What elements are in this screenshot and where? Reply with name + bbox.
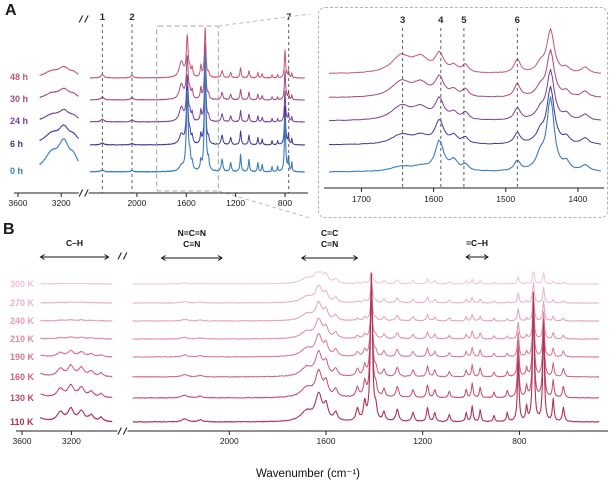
x-tick-label: 1200 [413, 436, 432, 446]
series-label: 130 K [10, 393, 35, 403]
spectrum-0h [329, 96, 602, 173]
annotation-label: =C–H [466, 238, 488, 248]
spectrum-160k [40, 287, 600, 378]
guide-line-label: 5 [461, 15, 467, 26]
guide-line-label: 3 [400, 15, 405, 26]
spectrum-210k [40, 300, 600, 340]
x-tick-label: 1400 [568, 194, 587, 204]
axis-break-mark [78, 189, 89, 197]
series-label: 30 h [10, 94, 28, 104]
x-tick-label: 2000 [127, 198, 146, 208]
annotation-arrow [300, 255, 359, 261]
zoom-connector [218, 190, 311, 219]
axis-break-mark [117, 427, 128, 435]
spectrum-30h [39, 44, 306, 101]
annotation-label: N=C=N [178, 228, 206, 238]
panel-b-label: B [3, 221, 15, 238]
panel-a-label: A [5, 2, 17, 19]
x-tick-label: 800 [512, 436, 526, 446]
annotation-arrow [465, 254, 489, 260]
spectrum-24h [328, 68, 602, 122]
axis-break-mark [78, 15, 89, 23]
guide-line-label: 1 [100, 12, 106, 23]
guide-line-label: 7 [286, 12, 291, 23]
x-tick-label: 1700 [352, 194, 371, 204]
guide-line-label: 6 [515, 15, 520, 26]
spectrum-6h [328, 85, 602, 146]
spectrum-48h [39, 27, 306, 79]
series-label: 270 K [10, 298, 35, 308]
zoom-connector [218, 13, 311, 27]
panel-a-zoom-chart: 3 4 5 6 1700 1600 1500 1400 [324, 15, 604, 204]
x-tick-label: 2000 [220, 436, 239, 446]
spectrum-110k [40, 272, 600, 423]
series-label: 210 K [10, 334, 35, 344]
panel-b-chart: 300 K 270 K 240 K 210 K 190 K 160 K 130 K 110 K… [10, 228, 608, 446]
spectrum-270k [40, 281, 600, 304]
series-label: 0 h [10, 166, 23, 176]
annotation-arrow [39, 254, 110, 260]
x-axis-title: Wavenumber (cm⁻¹) [255, 468, 361, 480]
spectrum-130k [40, 275, 600, 399]
series-label: 240 K [10, 316, 35, 326]
annotation-label: C=N [321, 239, 338, 249]
series-label: 190 K [10, 352, 35, 362]
axis-break-mark [117, 252, 128, 260]
x-tick-label: 1600 [177, 198, 196, 208]
x-tick-label: 1600 [424, 194, 443, 204]
annotation-label: C=C [321, 228, 338, 238]
spectrum-6h [39, 70, 306, 146]
series-label: 110 K [10, 417, 34, 427]
annotation-label: C–H [66, 238, 83, 248]
axis-break-cover [117, 427, 128, 435]
annotation-label: C≡N [183, 239, 200, 249]
series-label: 48 h [10, 72, 28, 82]
spectrum-48h [328, 28, 601, 74]
x-tick-label: 3200 [62, 436, 81, 446]
guide-line-label: 4 [438, 15, 444, 26]
series-label: 6 h [10, 139, 23, 149]
x-tick-label: 3200 [52, 198, 71, 208]
x-tick-label: 1600 [317, 436, 336, 446]
x-tick-label: 1500 [496, 194, 515, 204]
x-tick-label: 3600 [9, 198, 28, 208]
spectrum-300k [40, 271, 600, 285]
spectrum-0h [39, 52, 306, 173]
x-tick-label: 800 [278, 198, 292, 208]
spectrum-190k [40, 299, 600, 358]
panel-a-main-chart: 48 h 30 h 24 h 6 h 0 h 1 2 7 3600 3200 2000 1600 120… [9, 12, 311, 219]
series-label: 24 h [10, 116, 28, 126]
series-label: 160 K [10, 372, 35, 382]
x-tick-label: 3600 [13, 436, 32, 446]
axis-break-cover [78, 189, 89, 197]
spectrum-24h [39, 61, 306, 123]
zoom-region-box [156, 25, 219, 192]
spectrum-240k [40, 293, 600, 322]
spectrum-30h [328, 48, 601, 98]
x-tick-label: 1200 [226, 198, 245, 208]
guide-line-label: 2 [129, 12, 134, 23]
series-label: 300 K [10, 279, 35, 289]
annotation-arrow [160, 255, 223, 261]
